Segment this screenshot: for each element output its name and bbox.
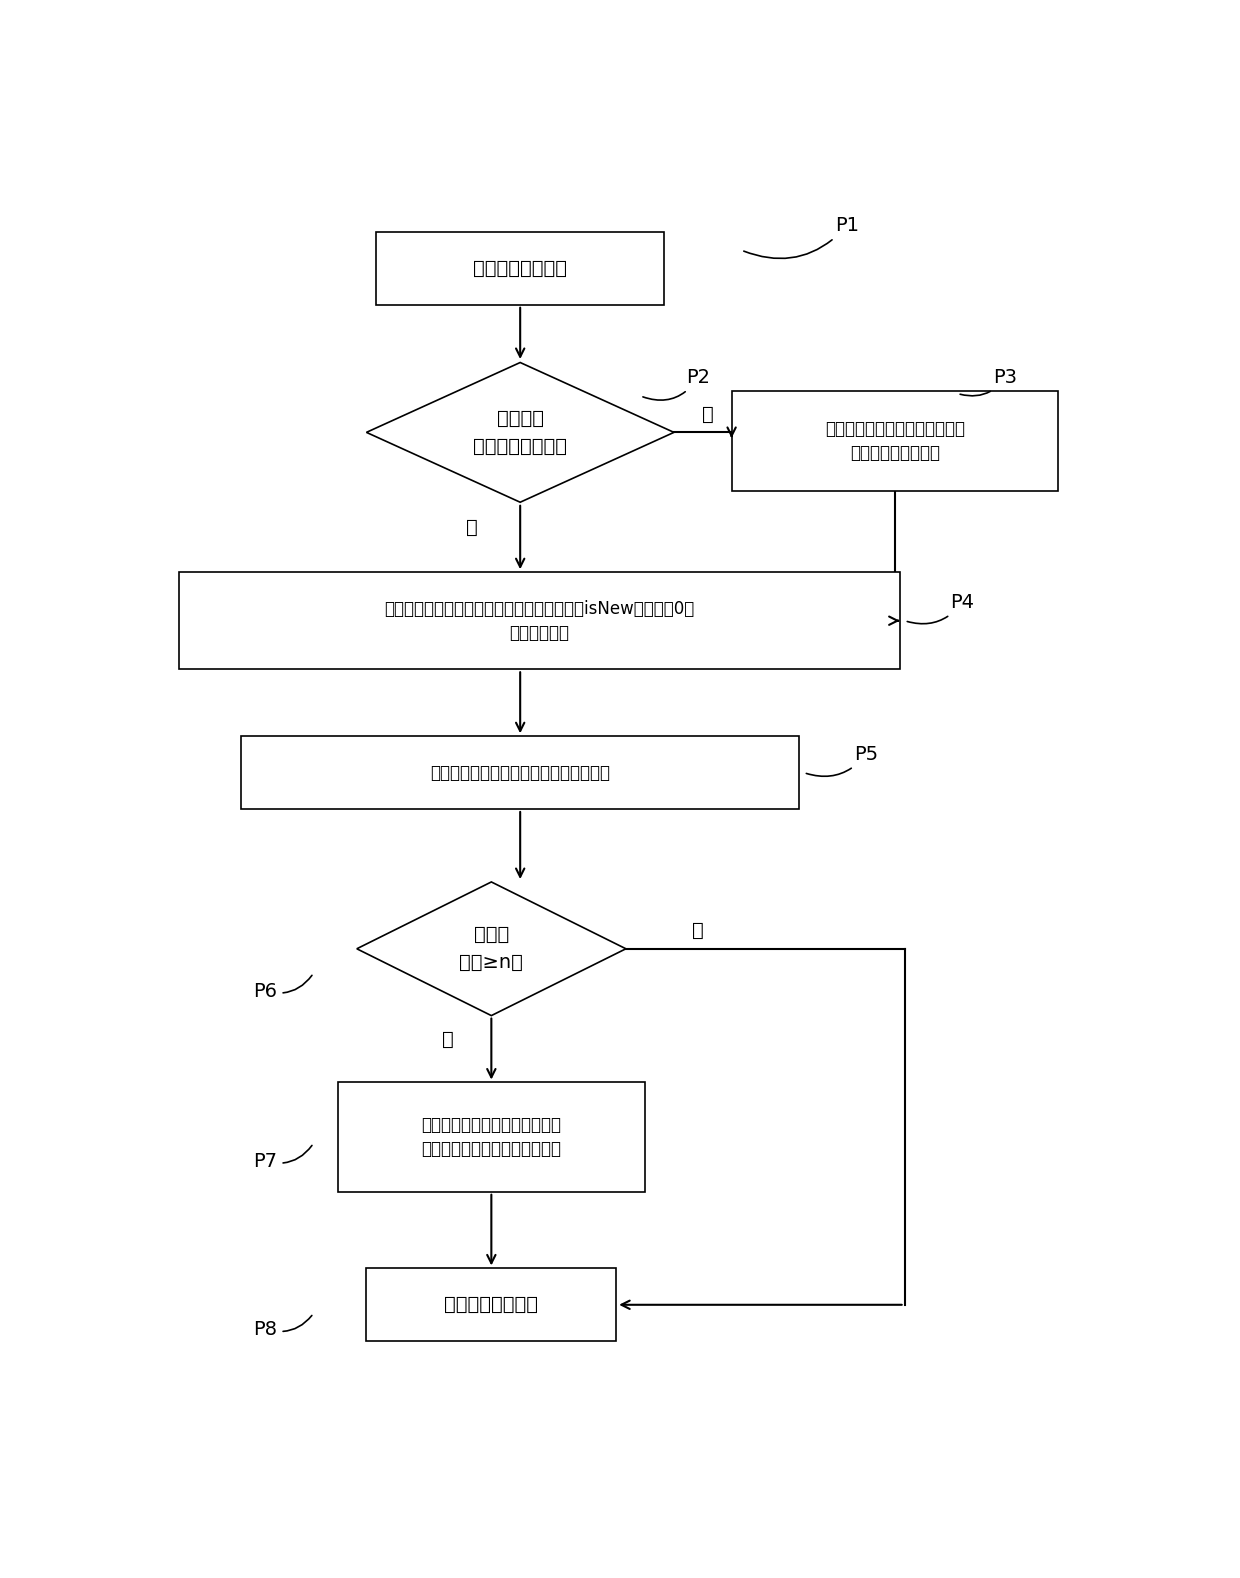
Bar [242,735,799,810]
Bar [367,1269,616,1341]
Text: P2: P2 [642,368,711,401]
Text: P3: P3 [960,368,1018,396]
Text: 否: 否 [702,404,713,423]
Text: 更新本地缓存，将所有新上线桩群对应的字段isNew均标记为0；
获取当前时间: 更新本地缓存，将所有新上线桩群对应的字段isNew均标记为0； 获取当前时间 [384,600,694,642]
Text: 是: 是 [466,518,477,537]
Bar [337,1083,645,1191]
Text: 是: 是 [443,1030,454,1049]
Polygon shape [367,363,675,502]
Text: 启动地图页初始化: 启动地图页初始化 [474,259,567,278]
Bar [179,573,900,669]
Text: P6: P6 [253,975,312,1000]
Text: P7: P7 [253,1146,312,1171]
Text: P4: P4 [908,593,975,623]
Text: 否: 否 [692,922,704,940]
Text: P8: P8 [253,1316,311,1338]
Polygon shape [357,882,626,1016]
Text: P1: P1 [744,216,859,259]
Text: 是否存在
上次新桩显示时间: 是否存在 上次新桩显示时间 [474,409,567,456]
Bar [732,391,1058,491]
Text: 获取当前时间，并将当前时间作
为上次新桩显示时间: 获取当前时间，并将当前时间作 为上次新桩显示时间 [825,420,965,462]
Text: P5: P5 [806,745,878,776]
Text: 地图页初始化完毕: 地图页初始化完毕 [444,1296,538,1314]
Text: 时间差
是否≥n天: 时间差 是否≥n天 [459,925,523,972]
Text: 进行新上线桩群的提醒，保存当
前时间作为上次新桩显示时间，: 进行新上线桩群的提醒，保存当 前时间作为上次新桩显示时间， [422,1116,562,1158]
Text: 计算当前时间与上次新桩显示时间时间差: 计算当前时间与上次新桩显示时间时间差 [430,764,610,781]
Bar [376,232,665,305]
